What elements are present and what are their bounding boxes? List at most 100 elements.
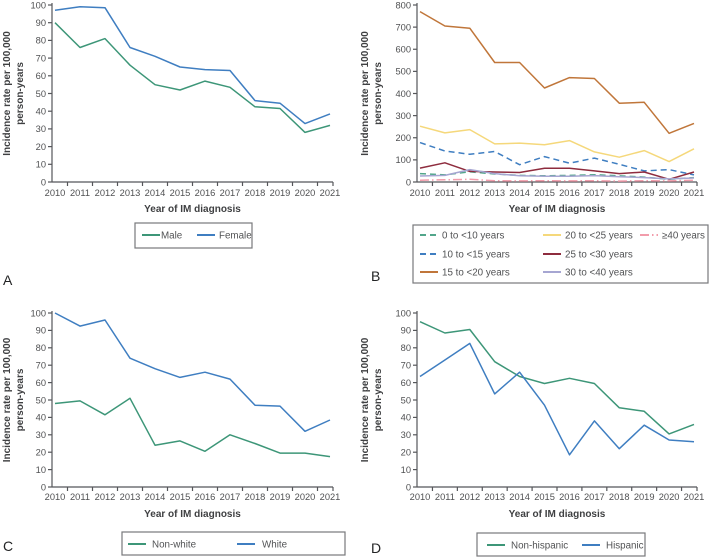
x-tick-label: 2011 <box>435 492 455 502</box>
legend: 0 to <10 years 10 to <15 years 15 to <20 y… <box>412 224 709 284</box>
x-tick-label: 2019 <box>270 492 291 502</box>
series-line-30-to-40-years <box>419 168 695 180</box>
axes <box>413 3 698 186</box>
panel-letter-c: C <box>3 538 13 554</box>
x-tick-label: 2019 <box>270 188 291 198</box>
x-tick-label: 2015 <box>534 492 555 502</box>
y-tick-label: 400 <box>395 89 411 99</box>
y-tick-label: 600 <box>395 45 411 55</box>
x-tick-label: 2010 <box>45 188 66 198</box>
y-axis-title: Incidence rate per 100,000 person-years <box>2 31 26 156</box>
x-axis-title: Year of IM diagnosis <box>509 204 606 215</box>
y-tick-label: 300 <box>395 111 411 121</box>
axes <box>48 311 334 491</box>
x-tick-label: 2017 <box>220 492 241 502</box>
legend-item-0-to-10-years: 0 to <10 years <box>420 231 504 242</box>
legend-box <box>134 222 253 249</box>
x-tick-label: 2014 <box>509 492 530 502</box>
series-line-female <box>54 6 331 125</box>
x-tick-label: 2014 <box>509 188 530 198</box>
legend-item-label: 25 to <30 years <box>565 250 633 261</box>
y-tick-label: 40 <box>401 413 411 423</box>
y-tick-label: 10 <box>36 160 46 170</box>
legend: Non-hispanic Hispanic <box>476 532 646 557</box>
legend-item-label: Female <box>219 231 252 242</box>
legend-box <box>476 532 646 557</box>
legend-item-label: Hispanic <box>606 541 644 552</box>
y-axis-title: Incidence rate per 100,000 person-years <box>360 337 384 462</box>
series-line-0-to-10-years <box>419 171 695 181</box>
x-tick-label: 2014 <box>145 492 166 502</box>
y-tick-label: 100 <box>395 155 411 165</box>
panel-b-chart: 0 100 200 300 400 500 600 700 800 2010 2011 2012 201… <box>360 0 709 284</box>
y-tick-label: 70 <box>401 361 411 371</box>
legend-box <box>121 531 346 556</box>
y-tick-label: 20 <box>401 448 411 458</box>
y-tick-label: 100 <box>30 0 46 10</box>
y-tick-label: 60 <box>36 378 46 388</box>
x-tick-label: 2018 <box>245 492 266 502</box>
legend-item-white: White <box>237 540 288 551</box>
x-tick-label: 2013 <box>484 188 505 198</box>
y-tick-label: 60 <box>401 378 411 388</box>
y-tick-label: 30 <box>36 124 46 134</box>
x-tick-label: 2012 <box>459 188 480 198</box>
x-tick-label: 2017 <box>220 188 241 198</box>
y-tick-label: 40 <box>36 413 46 423</box>
x-tick-label: 2010 <box>45 492 66 502</box>
series-line-non-hispanic <box>419 321 695 435</box>
y-tick-label: 80 <box>36 36 46 46</box>
legend-item-label: 20 to <25 years <box>565 231 633 242</box>
legend: Male Female <box>134 222 253 249</box>
legend-item-female: Female <box>197 231 252 242</box>
x-tick-label: 2013 <box>484 492 505 502</box>
x-tick-label: 2011 <box>70 188 90 198</box>
x-tick-label: 2020 <box>295 492 316 502</box>
x-tick-label: 2016 <box>559 492 580 502</box>
panel-a-chart: 0 10 20 30 40 50 60 70 80 90 100 2010 2011 2012 2013 20… <box>2 0 340 288</box>
x-axis-title: Year of IM diagnosis <box>144 204 241 215</box>
legend-box <box>412 224 709 284</box>
panel-d-chart: 0 10 20 30 40 50 60 70 80 90 100 2010 2011 2012 2013 20… <box>360 308 704 557</box>
axes <box>48 3 334 186</box>
x-axis-title: Year of IM diagnosis <box>144 509 241 520</box>
x-tick-label: 2020 <box>659 492 680 502</box>
legend-item-label: Male <box>161 231 183 242</box>
y-tick-label: 10 <box>401 465 411 475</box>
panel-c-chart: 0 10 20 30 40 50 60 70 80 90 100 2010 2011 2012 2013 20… <box>2 308 346 556</box>
y-tick-label: 30 <box>401 430 411 440</box>
legend-item-label: White <box>262 540 288 551</box>
legend-item-label: ≥40 years <box>662 231 705 242</box>
x-tick-label: 2019 <box>634 492 655 502</box>
series-line-10-to-15-years <box>419 141 695 176</box>
series-line-hispanic <box>419 342 695 456</box>
panel-letter-b: B <box>371 268 380 284</box>
panel-letter-a: A <box>3 272 13 288</box>
x-tick-label: 2012 <box>95 188 116 198</box>
y-tick-label: 90 <box>36 326 46 336</box>
y-tick-label: 0 <box>41 482 46 492</box>
x-axis-title: Year of IM diagnosis <box>509 509 606 520</box>
series-line-non-white <box>54 397 331 458</box>
series-line--40-years <box>419 178 695 182</box>
y-tick-label: 20 <box>36 142 46 152</box>
x-tick-label: 2015 <box>170 188 191 198</box>
y-tick-label: 0 <box>406 482 411 492</box>
y-axis-title: Incidence rate per 100,000 person-years <box>2 337 26 462</box>
x-tick-label: 2020 <box>295 188 316 198</box>
panel-letter-d: D <box>371 540 381 556</box>
x-tick-label: 2016 <box>195 492 216 502</box>
y-tick-label: 700 <box>395 22 411 32</box>
x-tick-label: 2015 <box>534 188 555 198</box>
x-tick-label: 2016 <box>559 188 580 198</box>
x-tick-label: 2017 <box>584 188 605 198</box>
legend-item-25-to-30-years: 25 to <30 years <box>543 250 633 261</box>
x-tick-label: 2015 <box>170 492 191 502</box>
legend-item-non-white: Non-white <box>128 540 197 551</box>
axes <box>413 311 698 491</box>
legend-item-30-to-40-years: 30 to <40 years <box>543 268 633 279</box>
x-tick-label: 2010 <box>410 188 431 198</box>
y-tick-label: 0 <box>406 177 411 187</box>
y-tick-label: 20 <box>36 448 46 458</box>
